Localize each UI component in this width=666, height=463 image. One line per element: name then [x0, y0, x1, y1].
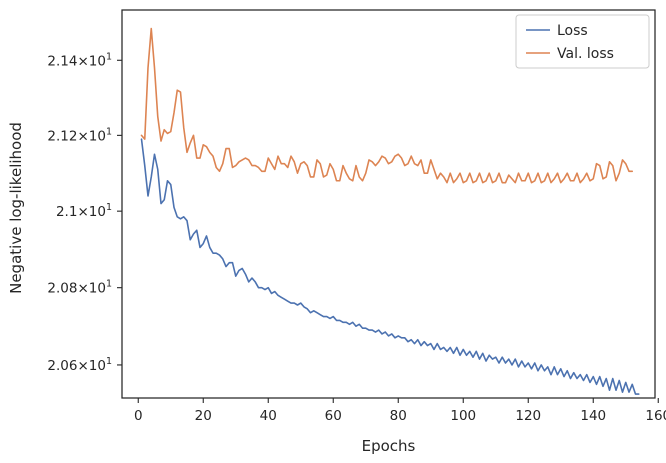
- series-line-loss: [140, 138, 640, 395]
- y-axis-ticks: 2.06×101 2.08×101 2.1×101 2.12×101 2.14×101: [47, 51, 122, 374]
- x-tick-label: 60: [325, 408, 342, 424]
- x-axis-ticks: 0 20 40 60 80 100 120 140 160: [134, 398, 666, 424]
- plot-area: [122, 10, 655, 398]
- y-tick-label: 2.08×101: [47, 279, 112, 297]
- y-tick-label: 2.12×101: [47, 126, 112, 144]
- y-tick-label: 2.14×101: [47, 51, 112, 69]
- x-tick-label: 160: [645, 408, 666, 424]
- x-tick-label: 120: [515, 408, 541, 424]
- x-tick-label: 100: [450, 408, 476, 424]
- x-tick-label: 80: [390, 408, 407, 424]
- y-tick-label: 2.1×101: [56, 202, 112, 220]
- series-layer: [140, 27, 640, 395]
- legend-frame: [515, 14, 650, 69]
- legend-label-loss: Loss: [557, 23, 588, 39]
- legend: Loss Val. loss: [515, 14, 650, 69]
- x-tick-label: 40: [260, 408, 277, 424]
- x-axis-label: Epochs: [362, 437, 416, 455]
- x-tick-label: 140: [580, 408, 606, 424]
- x-tick-label: 20: [195, 408, 212, 424]
- y-axis-label: Negative log-likelihood: [7, 122, 25, 294]
- x-tick-label: 0: [134, 408, 143, 424]
- y-tick-label: 2.06×101: [47, 356, 112, 374]
- legend-label-val-loss: Val. loss: [557, 46, 614, 62]
- plot-frame: [121, 9, 656, 399]
- series-line-val-loss: [140, 27, 634, 184]
